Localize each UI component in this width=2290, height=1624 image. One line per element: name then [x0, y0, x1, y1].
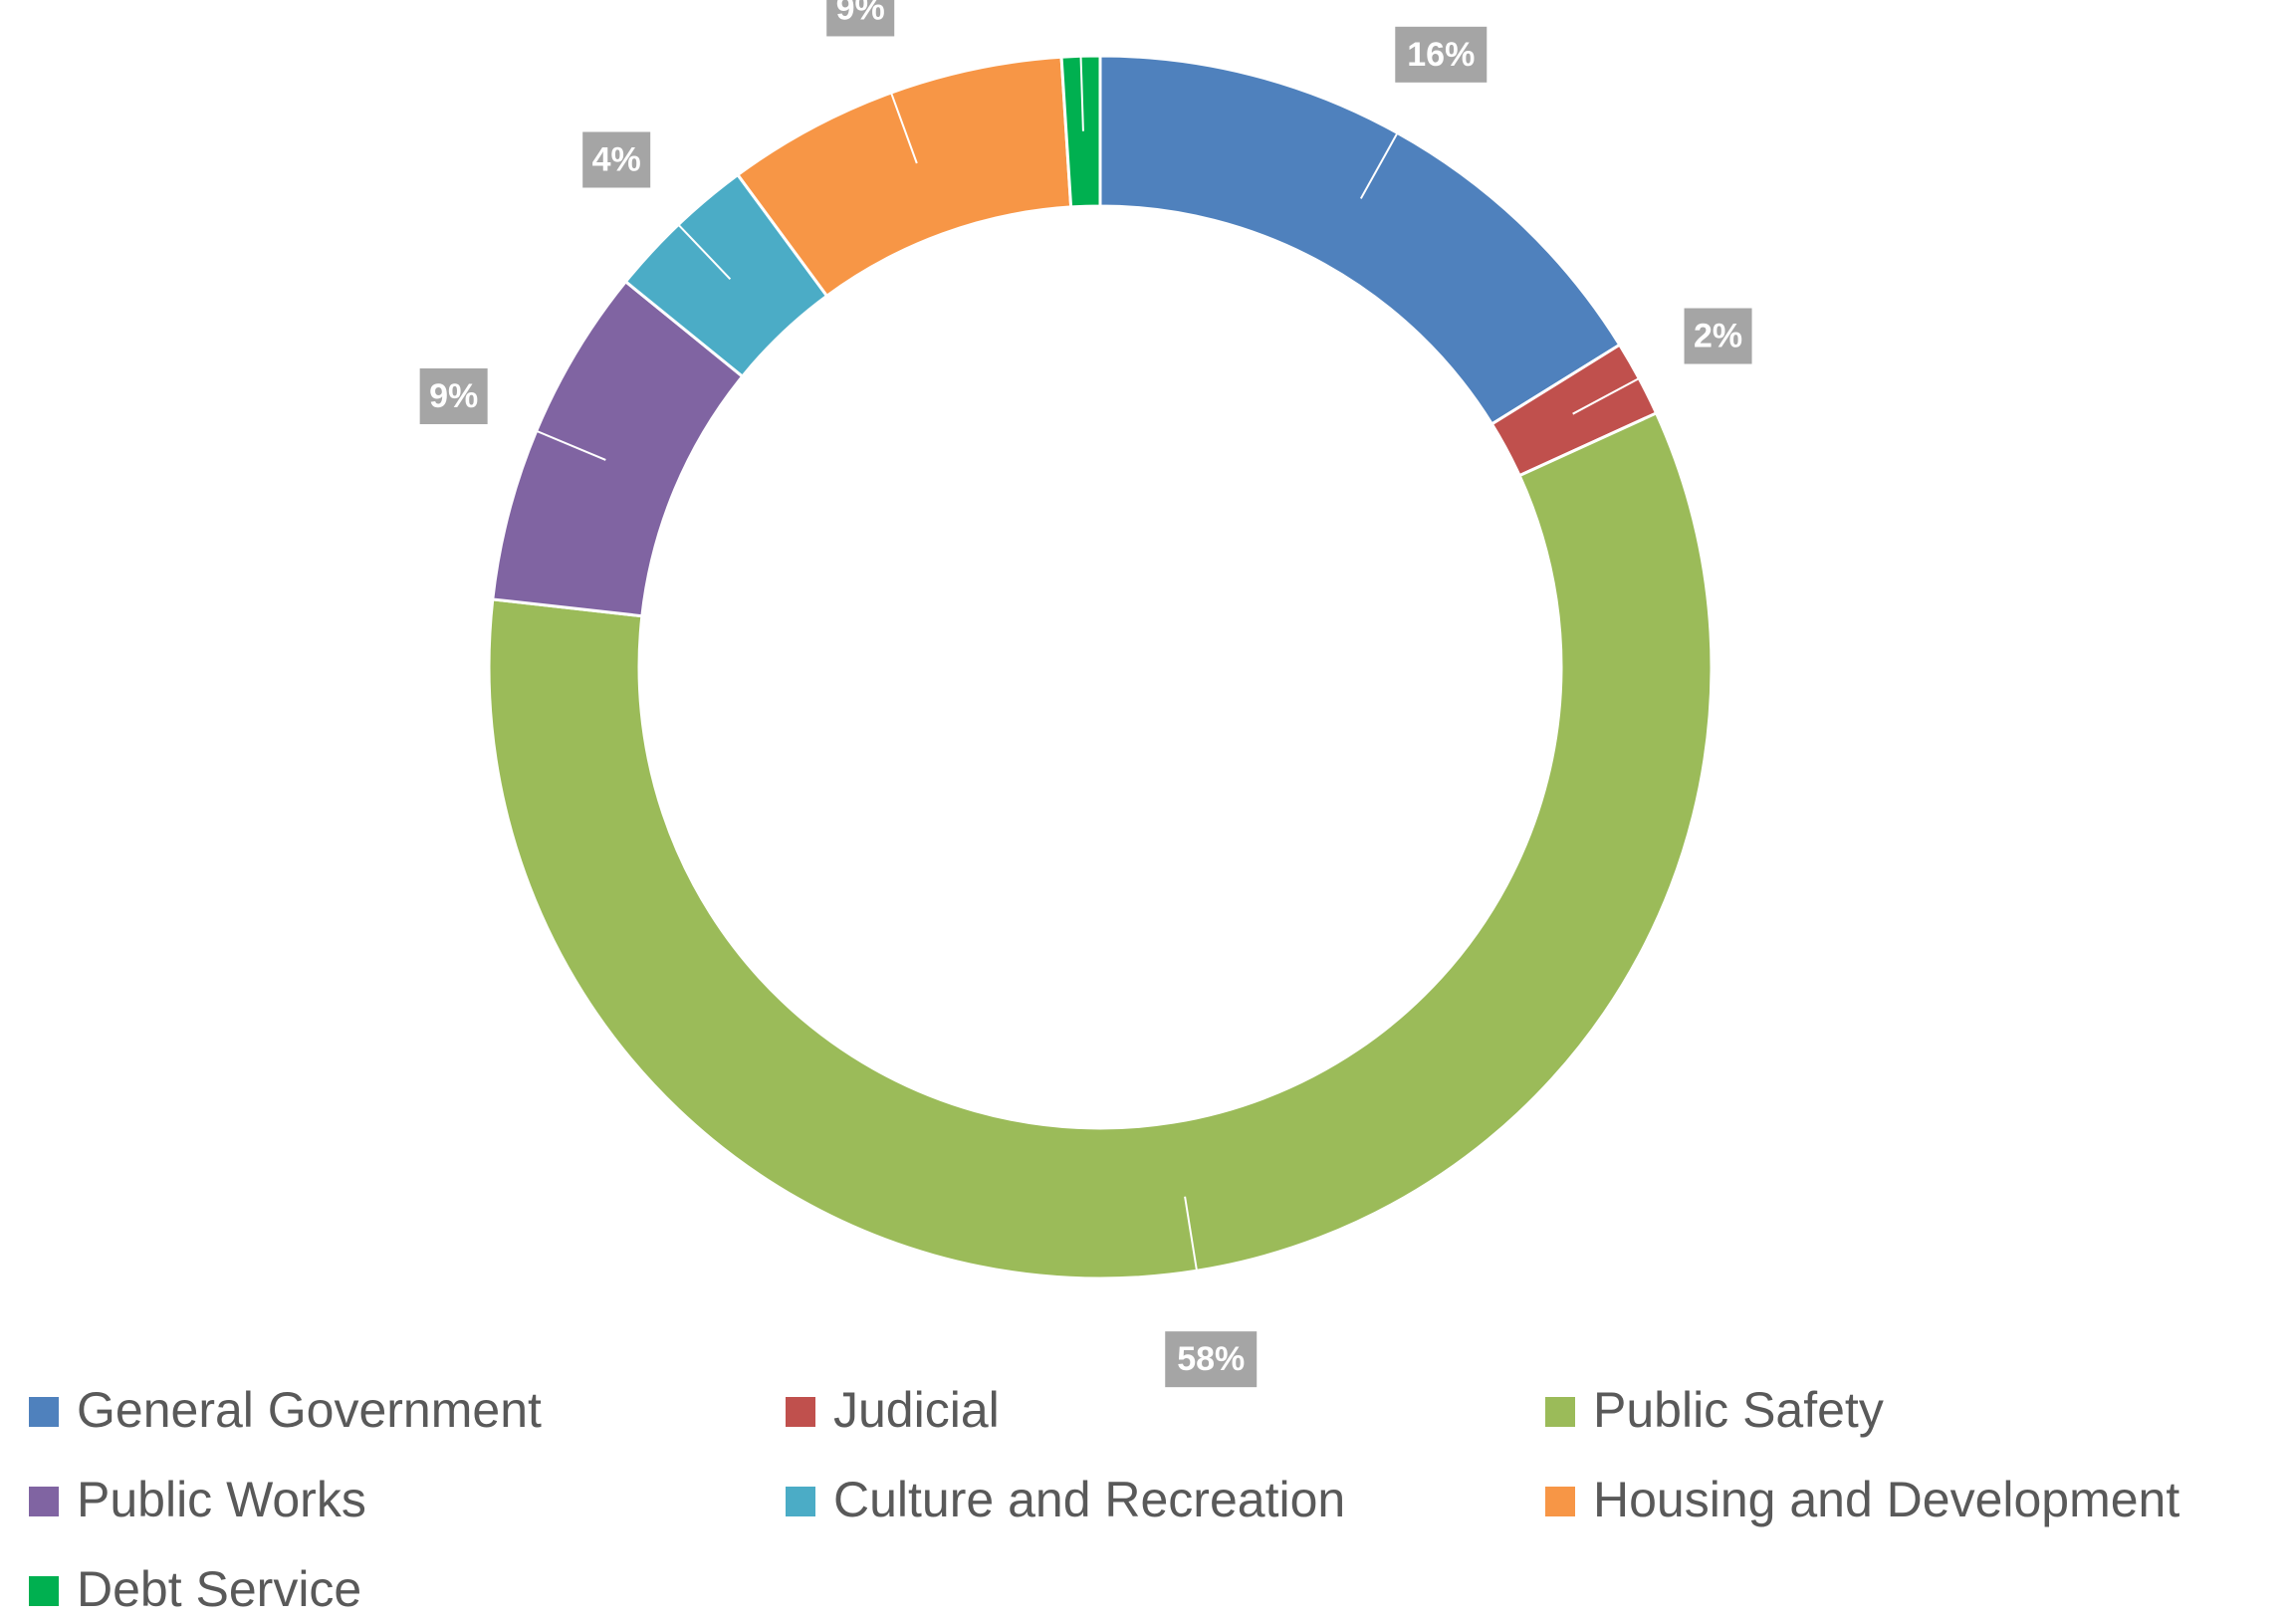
data-label: 9% [429, 377, 478, 415]
data-label: 9% [836, 0, 885, 27]
legend-label: General Government [77, 1382, 542, 1438]
legend-swatch [29, 1397, 59, 1427]
leader-line [639, 184, 732, 280]
legend-label: Culture and Recreation [833, 1472, 1345, 1527]
leader-line [1572, 351, 1689, 415]
legend-swatch [29, 1487, 59, 1516]
legend-swatch [786, 1487, 815, 1516]
data-label: 4% [592, 140, 641, 178]
legend-swatch [786, 1397, 815, 1427]
donut-segment [487, 410, 1714, 1280]
leader-line [485, 408, 606, 461]
leader-line [1184, 1196, 1207, 1325]
data-label: 2% [1694, 318, 1742, 355]
legend-label: Public Safety [1593, 1382, 1884, 1438]
legend-label: Public Works [77, 1472, 366, 1527]
donut-segment [1098, 54, 1622, 426]
legend-label: Debt Service [77, 1561, 361, 1617]
donut-segment [1059, 54, 1102, 209]
legend-swatch [29, 1576, 59, 1606]
leader-line [871, 41, 918, 164]
label-box [1684, 308, 1752, 364]
label-box [1395, 26, 1488, 83]
label-box [582, 131, 651, 188]
leader-line [1359, 84, 1426, 199]
label-box [419, 368, 488, 425]
legend-swatch [1545, 1487, 1575, 1516]
label-box [1165, 1331, 1258, 1388]
leader-line [1077, 1, 1084, 131]
data-label: 58% [1177, 1340, 1245, 1378]
legend-label: Judicial [833, 1382, 1000, 1438]
legend-swatch [1545, 1397, 1575, 1427]
label-box [826, 0, 895, 37]
legend-label: Housing and Development [1593, 1472, 2179, 1527]
data-label: 16% [1407, 36, 1475, 74]
